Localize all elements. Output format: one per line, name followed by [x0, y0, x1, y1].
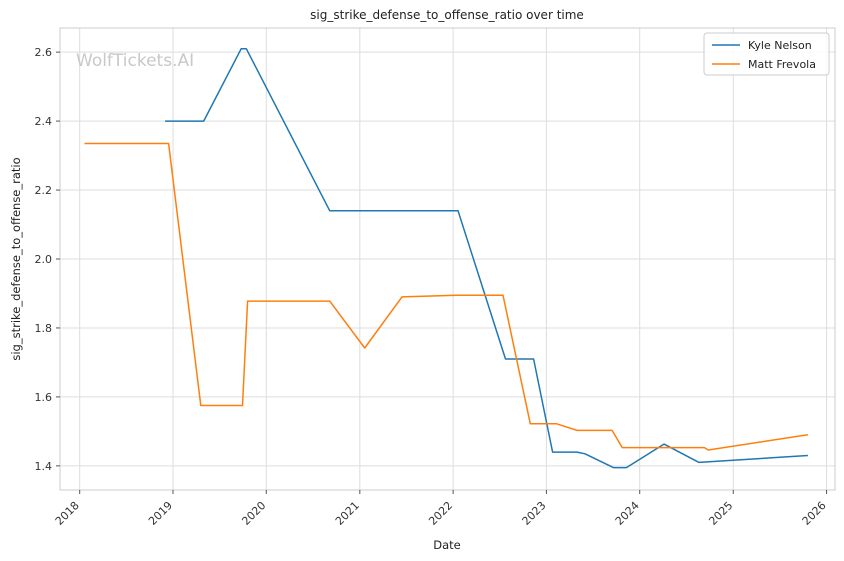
chart-title: sig_strike_defense_to_offense_ratio over… — [310, 8, 584, 22]
legend: Kyle Nelson Matt Frevola — [703, 32, 830, 76]
x-tick-label: 2021 — [333, 499, 362, 528]
y-tick-label: 2.2 — [35, 184, 53, 197]
y-tick-label: 1.6 — [35, 391, 53, 404]
x-axis-label: Date — [433, 538, 461, 552]
x-tick-label: 2022 — [426, 499, 455, 528]
x-tick-label: 2018 — [53, 499, 82, 528]
y-tick-label: 1.4 — [35, 460, 53, 473]
x-tick-label: 2024 — [613, 499, 642, 528]
y-axis-label: sig_strike_defense_to_offense_ratio — [9, 157, 23, 360]
y-tick-label: 2.6 — [35, 46, 53, 59]
x-tick-label: 2025 — [706, 499, 735, 528]
series-layer — [84, 47, 809, 469]
y-tick-label: 2.0 — [35, 253, 53, 266]
x-tick-label: 2019 — [146, 499, 175, 528]
y-tick-label: 1.8 — [35, 322, 53, 335]
x-tick-label: 2020 — [239, 499, 268, 528]
x-tick-label: 2026 — [800, 499, 829, 528]
x-axis-ticks: 2018 2019 2020 2021 2022 2023 2024 2025 2026 — [53, 490, 829, 528]
legend-label-1: Matt Frevola — [748, 58, 816, 71]
legend-label-0: Kyle Nelson — [748, 39, 812, 52]
x-tick-label: 2023 — [520, 499, 549, 528]
grid-lines — [60, 28, 835, 490]
watermark: WolfTickets.AI — [76, 51, 194, 71]
series-line-0 — [165, 47, 808, 469]
series-line-1 — [84, 142, 809, 451]
y-axis-ticks: 1.4 1.6 1.8 2.0 2.2 2.4 2.6 — [35, 46, 60, 473]
y-tick-label: 2.4 — [35, 115, 53, 128]
